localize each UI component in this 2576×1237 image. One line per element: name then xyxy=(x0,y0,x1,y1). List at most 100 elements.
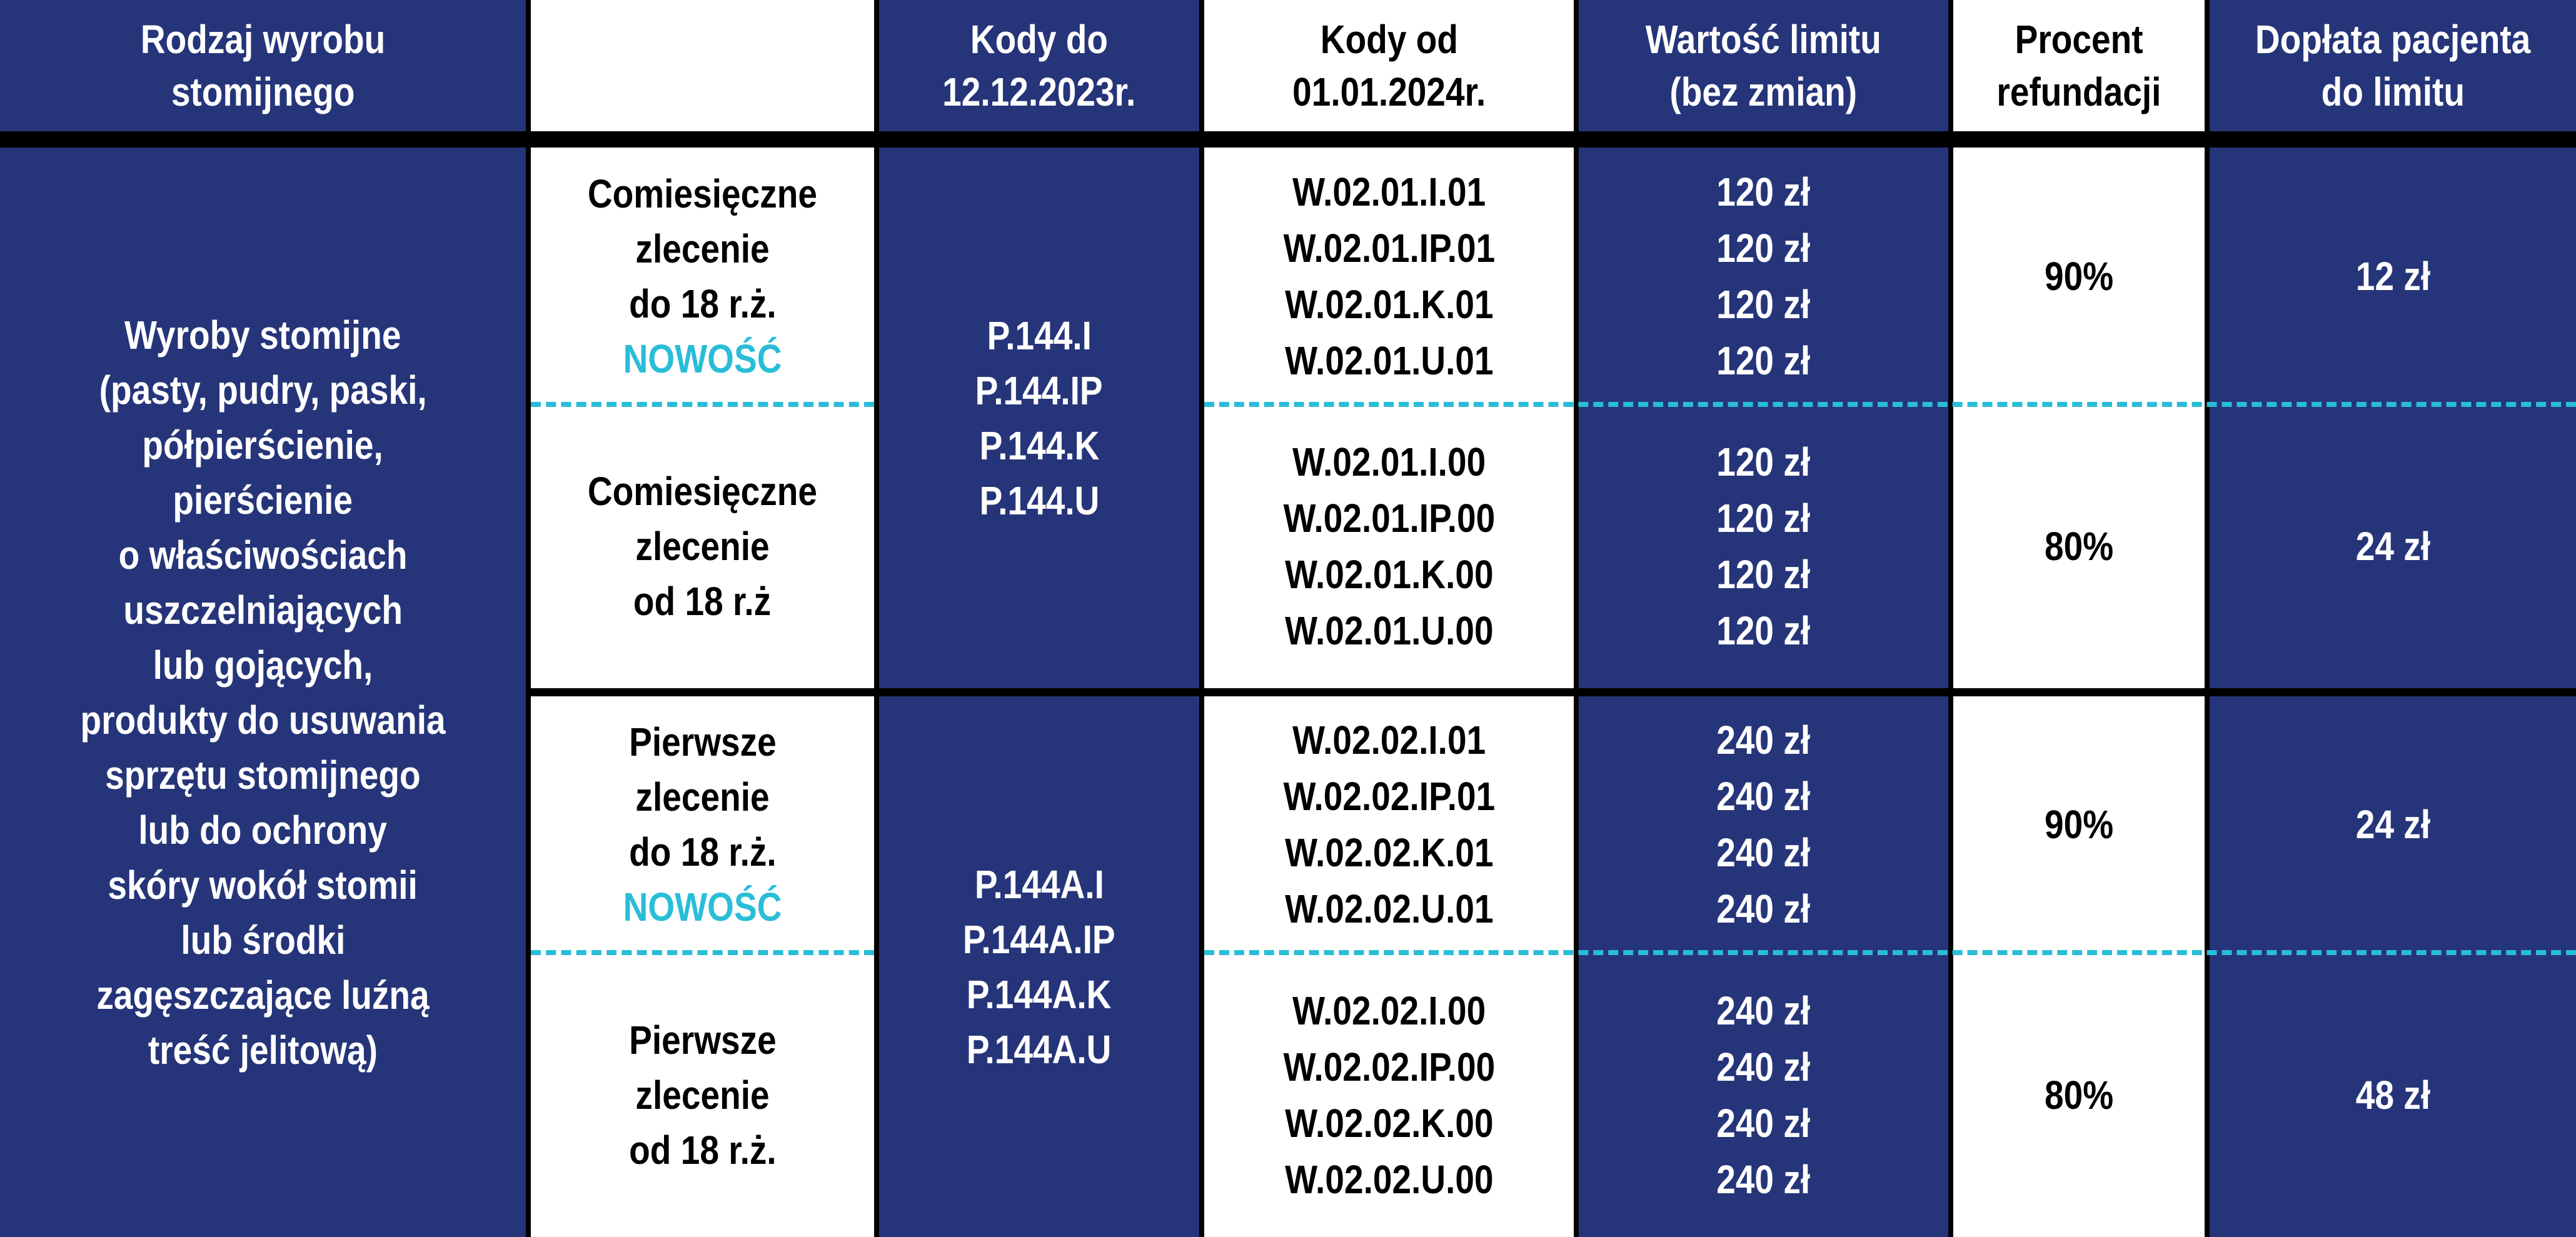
old-codes-cell-line: P.144A.IP xyxy=(963,916,1115,962)
limit-values-cell-line: 240 zł xyxy=(1716,988,1811,1033)
header-limit-value: Wartość limitu (bez zmian) xyxy=(1579,0,1948,131)
new-codes-cell-line: W.02.02.K.01 xyxy=(1284,830,1494,875)
limit-values-cell: 240 zł 240 zł 240 zł 240 zł xyxy=(1579,696,1948,953)
product-type-cell-line: lub gojących, xyxy=(153,642,373,688)
order-type-cell-line: zlecenie xyxy=(635,774,770,819)
limit-values-cell-line: 240 zł xyxy=(1716,1100,1811,1146)
order-type-cell-line: Comiesięczne xyxy=(587,469,818,514)
header-refund-percent-line: refundacji xyxy=(1996,69,2161,114)
new-codes-cell-line: W.02.01.U.01 xyxy=(1284,338,1494,383)
new-codes-cell-line: W.02.02.U.00 xyxy=(1284,1156,1494,1202)
new-codes-cell-line: W.02.01.IP.00 xyxy=(1283,496,1495,541)
old-codes-cell-line: P.144A.K xyxy=(967,971,1112,1017)
patient-copay-cell: 12 zł xyxy=(2210,148,2576,404)
limit-values-cell-line: 120 zł xyxy=(1716,496,1811,541)
limit-values-cell-line: 240 zł xyxy=(1716,830,1811,875)
limit-values-cell-line: 120 zł xyxy=(1716,225,1811,271)
header-patient-copay-line: Dopłata pacjenta xyxy=(2255,17,2531,62)
order-type-cell: Pierwsze zlecenie do 18 r.ż. NOWOŚĆ xyxy=(531,696,874,953)
old-codes-cell: P.144.I P.144.IP P.144.K P.144.U xyxy=(879,148,1199,688)
order-type-cell-line: do 18 r.ż. xyxy=(628,829,777,874)
new-codes-cell-line: W.02.02.K.00 xyxy=(1284,1100,1494,1146)
old-codes-cell-line: P.144A.I xyxy=(974,861,1104,907)
limit-values-cell-line: 240 zł xyxy=(1716,886,1811,931)
limit-values-cell-line: 120 zł xyxy=(1716,281,1811,327)
header-codes-from-line: 01.01.2024r. xyxy=(1292,69,1486,114)
product-type-cell-line: zagęszczające luźną xyxy=(96,972,430,1018)
header-product-type-line: stomijnego xyxy=(171,69,355,114)
header-refund-percent-line: Procent xyxy=(2015,17,2143,62)
order-type-cell-line: zlecenie xyxy=(635,524,770,569)
header-codes-from: Kody od 01.01.2024r. xyxy=(1204,0,1574,131)
new-badge: NOWOŚĆ xyxy=(623,336,782,381)
header-refund-percent: Procent refundacji xyxy=(1953,0,2205,131)
new-badge: NOWOŚĆ xyxy=(623,884,782,929)
new-codes-cell-line: W.02.01.I.01 xyxy=(1292,169,1486,214)
order-type-cell-line: zlecenie xyxy=(635,226,770,271)
product-type-cell-line: sprzętu stomijnego xyxy=(105,752,421,798)
order-type-cell-line: Comiesięczne xyxy=(587,171,818,216)
refund-percent-cell-line: 80% xyxy=(2044,1072,2114,1118)
old-codes-cell-line: P.144.U xyxy=(979,478,1099,523)
old-codes-cell-line: P.144.K xyxy=(979,423,1099,468)
limit-values-cell-line: 120 zł xyxy=(1716,608,1811,653)
patient-copay-cell-line: 24 zł xyxy=(2355,802,2430,847)
product-type-cell-line: produkty do usuwania xyxy=(80,697,446,743)
product-type-cell-line: Wyroby stomijne xyxy=(124,312,401,358)
limit-values-cell-line: 120 zł xyxy=(1716,552,1811,597)
header-product-type: Rodzaj wyrobu stomijnego xyxy=(0,0,526,131)
product-type-cell-line: półpierścienie, xyxy=(142,422,384,468)
dashed-divider xyxy=(531,950,874,955)
order-type-cell: Comiesięczne zlecenie do 18 r.ż. NOWOŚĆ xyxy=(531,148,874,404)
limit-values-cell-line: 240 zł xyxy=(1716,1156,1811,1202)
order-type-cell-line: od 18 r.ż. xyxy=(628,1127,777,1173)
header-codes-from-line: Kody od xyxy=(1320,17,1458,62)
product-type-cell-line: lub środki xyxy=(181,917,345,963)
refund-percent-cell: 90% xyxy=(1953,696,2205,953)
new-codes-cell-line: W.02.01.U.00 xyxy=(1284,608,1494,653)
dashed-divider xyxy=(1204,402,2576,407)
header-empty xyxy=(531,0,874,131)
product-type-cell-line: lub do ochrony xyxy=(138,807,388,853)
new-codes-cell-line: W.02.02.I.00 xyxy=(1292,988,1486,1033)
header-codes-until: Kody do 12.12.2023r. xyxy=(879,0,1199,131)
new-codes-cell: W.02.01.I.00 W.02.01.IP.00 W.02.01.K.00 W.0… xyxy=(1204,404,1574,688)
patient-copay-cell: 24 zł xyxy=(2210,404,2576,688)
patient-copay-cell-line: 24 zł xyxy=(2355,524,2430,569)
old-codes-cell-line: P.144A.U xyxy=(967,1026,1112,1072)
header-limit-value-line: Wartość limitu xyxy=(1645,17,1882,62)
old-codes-cell: P.144A.I P.144A.IP P.144A.K P.144A.U xyxy=(879,696,1199,1237)
product-type-cell-line: (pasty, pudry, paski, xyxy=(99,367,427,413)
limit-values-cell-line: 120 zł xyxy=(1716,338,1811,383)
limit-values-cell-line: 120 zł xyxy=(1716,169,1811,214)
limit-values-cell-line: 240 zł xyxy=(1716,718,1811,763)
order-type-cell-line: Pierwsze xyxy=(628,719,777,764)
header-limit-value-line: (bez zmian) xyxy=(1669,69,1858,114)
new-codes-cell-line: W.02.01.K.01 xyxy=(1284,281,1494,327)
new-codes-cell-line: W.02.02.U.01 xyxy=(1284,886,1494,931)
old-codes-cell-line: P.144.I xyxy=(987,313,1092,358)
refund-percent-cell: 80% xyxy=(1953,953,2205,1237)
refund-percent-cell-line: 90% xyxy=(2044,253,2114,299)
new-codes-cell: W.02.02.I.00 W.02.02.IP.00 W.02.02.K.00 W.0… xyxy=(1204,953,1574,1237)
header-patient-copay: Dopłata pacjenta do limitu xyxy=(2210,0,2576,131)
header-codes-until-line: Kody do xyxy=(970,17,1109,62)
limit-values-cell: 240 zł 240 zł 240 zł 240 zł xyxy=(1579,953,1948,1237)
order-type-cell-line: Pierwsze xyxy=(628,1017,777,1063)
order-type-cell-line: od 18 r.ż xyxy=(633,579,772,624)
new-codes-cell-line: W.02.01.IP.01 xyxy=(1283,225,1495,271)
refund-percent-cell-line: 80% xyxy=(2044,524,2114,569)
old-codes-cell-line: P.144.IP xyxy=(975,368,1104,413)
limit-values-cell-line: 240 zł xyxy=(1716,774,1811,819)
dashed-divider xyxy=(1204,950,2576,955)
product-type-cell-line: o właściwościach xyxy=(118,532,408,578)
refund-percent-cell: 90% xyxy=(1953,148,2205,404)
refund-percent-cell-line: 90% xyxy=(2044,802,2114,847)
header-product-type-line: Rodzaj wyrobu xyxy=(140,17,386,62)
order-type-cell-line: zlecenie xyxy=(635,1072,770,1118)
product-type-cell-line: pierścienie xyxy=(173,477,353,523)
header-patient-copay-line: do limitu xyxy=(2321,69,2465,114)
header-codes-until-line: 12.12.2023r. xyxy=(942,69,1136,114)
new-codes-cell: W.02.02.I.01 W.02.02.IP.01 W.02.02.K.01 W.0… xyxy=(1204,696,1574,953)
